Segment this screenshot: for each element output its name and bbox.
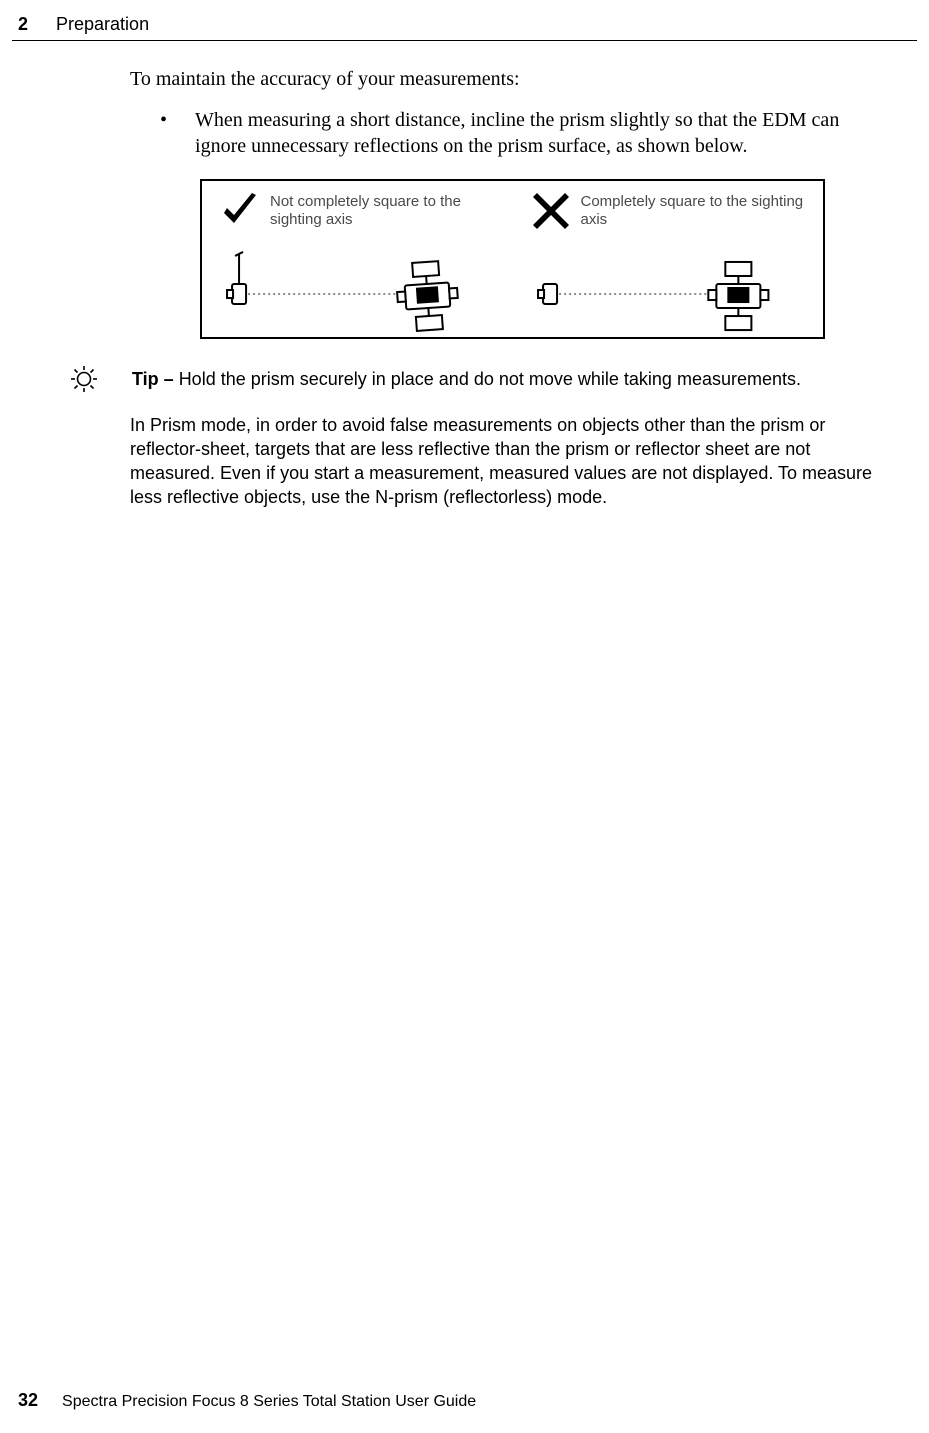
tip-body: Hold the prism securely in place and do … (179, 369, 801, 389)
diagram-left-panel: Not completely square to the sighting ax… (202, 181, 513, 337)
note-text: In Prism mode, in order to avoid false m… (130, 413, 879, 509)
lightbulb-icon (70, 365, 98, 393)
tip-text: Tip – Hold the prism securely in place a… (132, 367, 801, 391)
diagram-right-panel: Completely square to the sighting axis (513, 181, 824, 337)
bullet-marker: • (160, 107, 167, 159)
page-footer: 32 Spectra Precision Focus 8 Series Tota… (18, 1390, 476, 1411)
tip-label: Tip – (132, 369, 179, 389)
cross-icon (531, 191, 571, 231)
footer-title: Spectra Precision Focus 8 Series Total S… (62, 1393, 476, 1411)
diagram-right-caption: Completely square to the sighting axis (581, 191, 816, 229)
tip-block: Tip – Hold the prism securely in place a… (70, 367, 879, 393)
chapter-title: Preparation (56, 14, 149, 35)
page-header: 2 Preparation (0, 14, 929, 35)
diagram-left-caption: Not completely square to the sighting ax… (270, 191, 505, 229)
check-icon (220, 191, 260, 231)
page-content: To maintain the accuracy of your measure… (130, 68, 879, 509)
bullet-item: • When measuring a short distance, incli… (160, 107, 879, 159)
diagram-right-graphic (513, 231, 824, 337)
page-number: 32 (18, 1390, 38, 1411)
bullet-text: When measuring a short distance, incline… (195, 107, 879, 159)
prism-diagram: Not completely square to the sighting ax… (200, 179, 825, 339)
intro-text: To maintain the accuracy of your measure… (130, 68, 879, 91)
diagram-left-graphic (202, 231, 513, 337)
header-rule (12, 40, 917, 41)
chapter-number: 2 (18, 14, 28, 35)
